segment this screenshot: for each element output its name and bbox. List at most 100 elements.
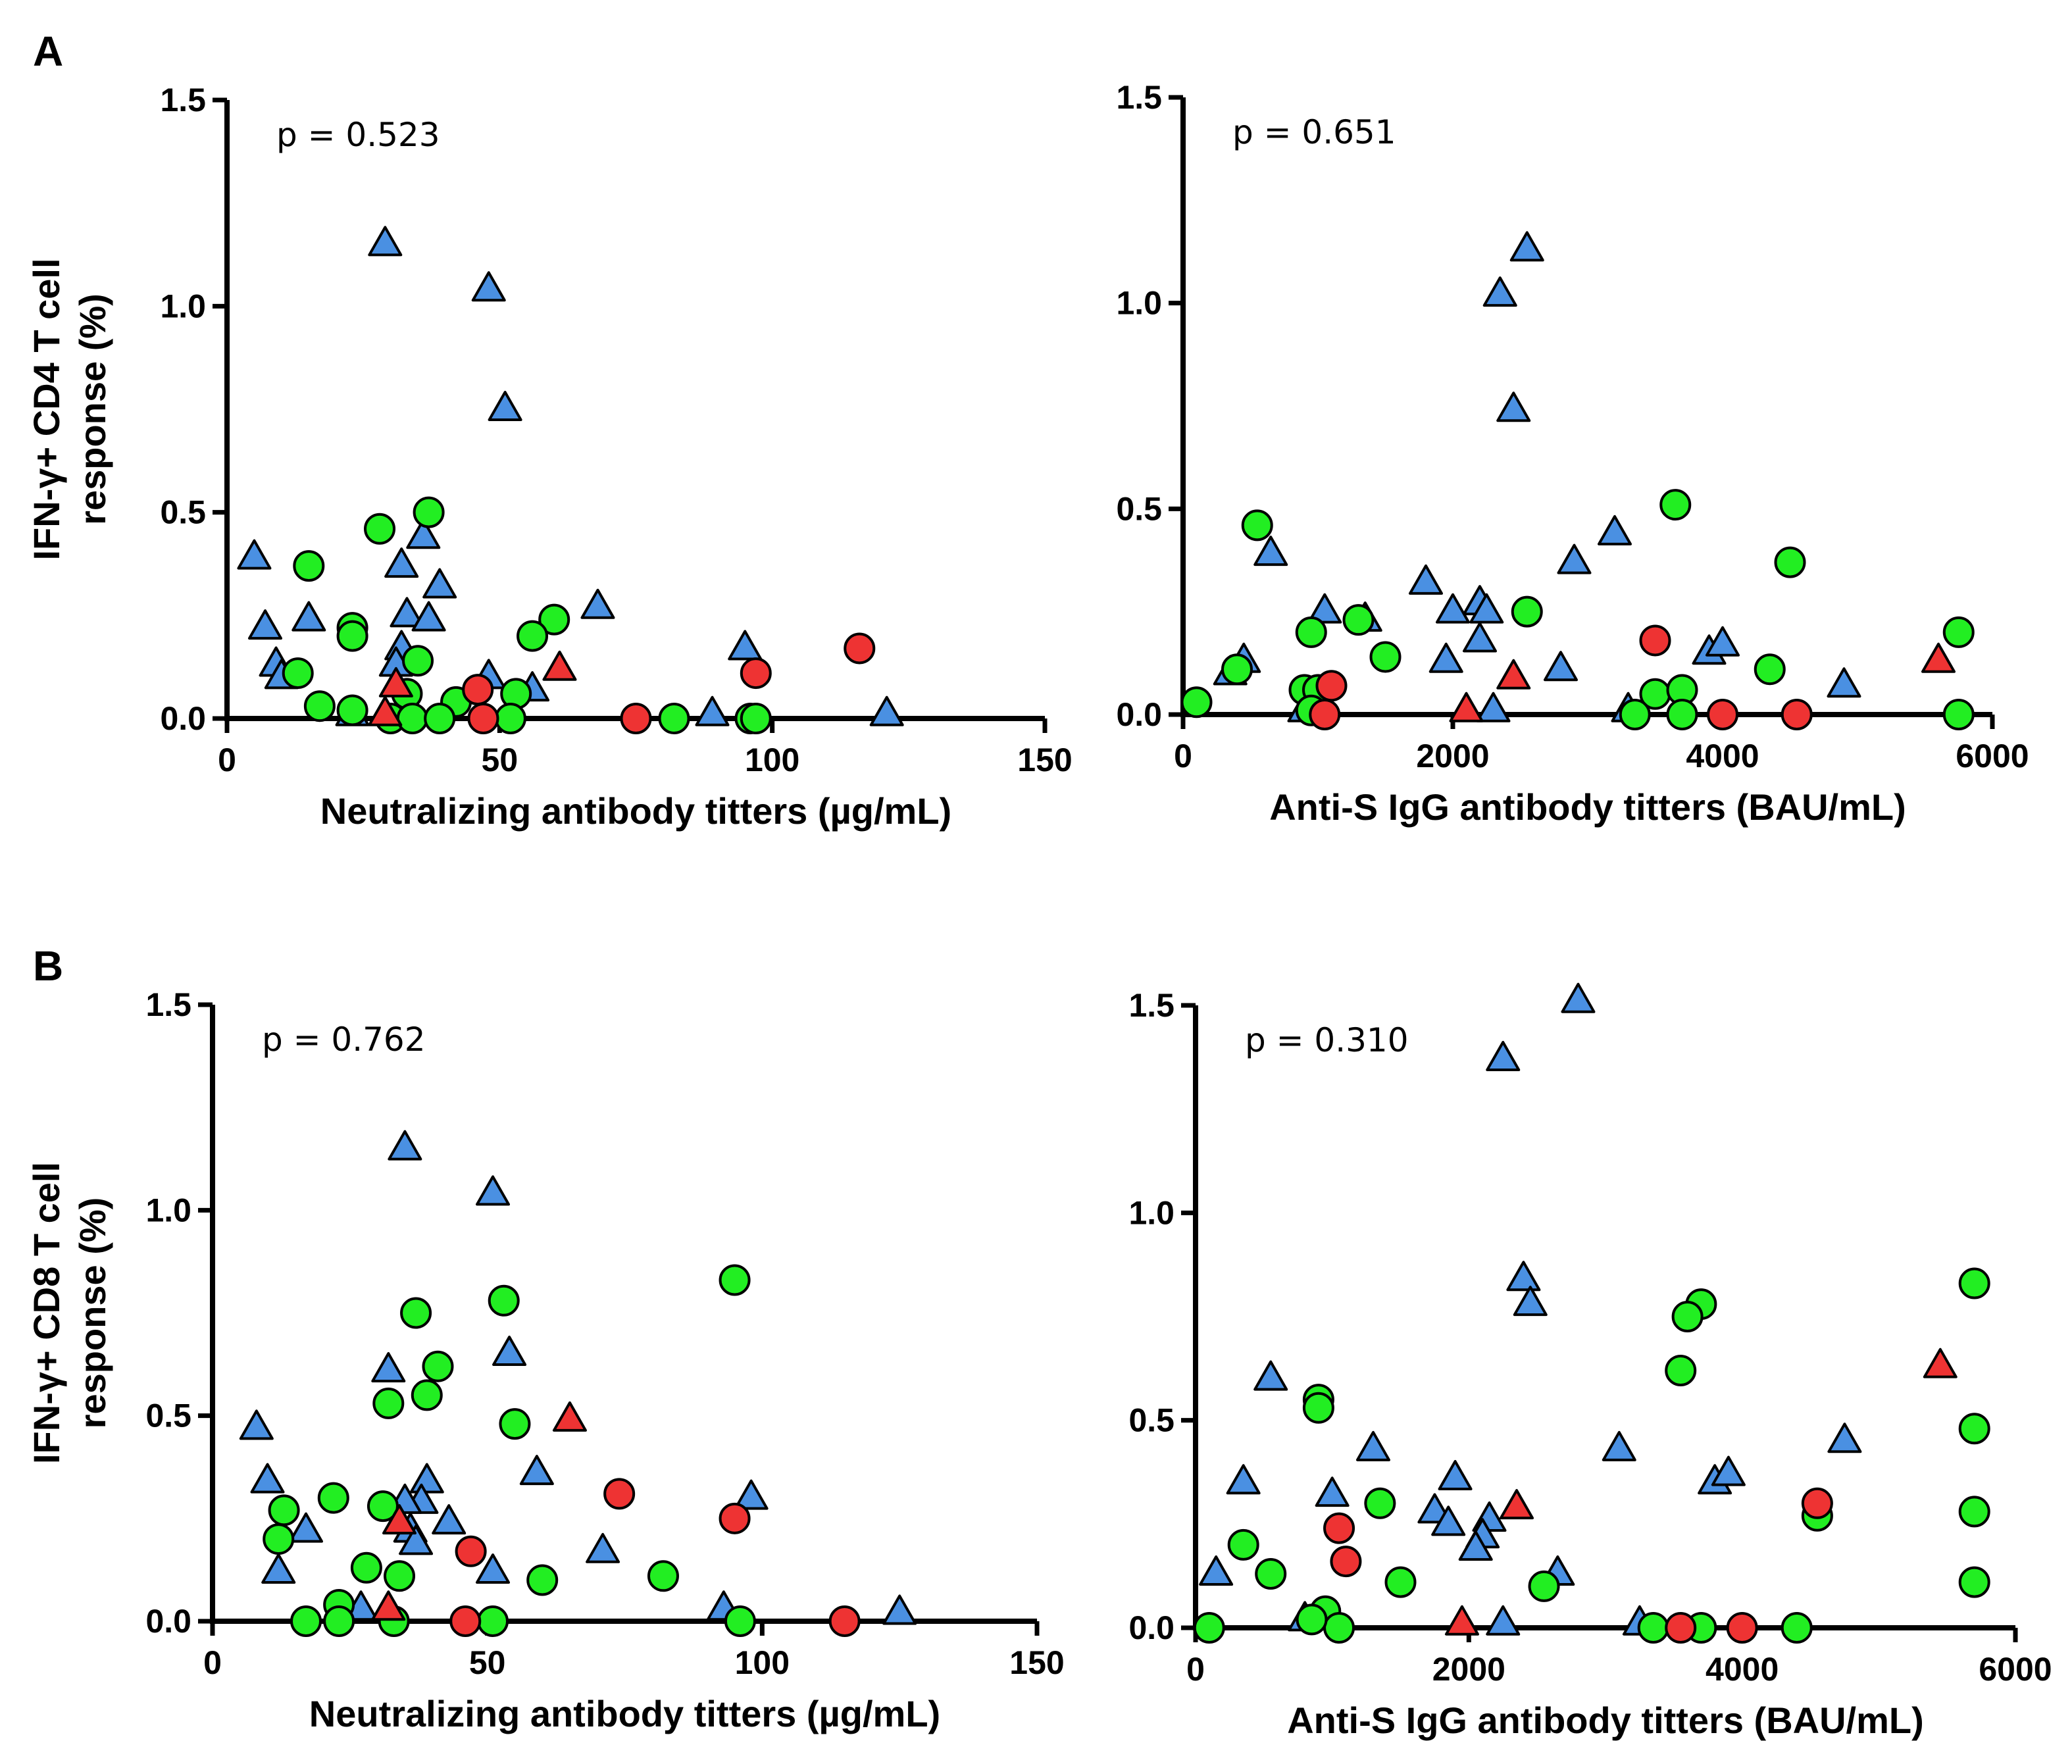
green-circle-point (366, 1490, 399, 1523)
red-triangle-point (1449, 692, 1484, 722)
green-circle-point (499, 1408, 531, 1440)
blue-triangle-point (239, 1409, 274, 1440)
red-circle-point (1707, 699, 1738, 730)
p-value-annotation: p = 0.310 (1245, 1021, 1409, 1059)
green-circle-point (1671, 1301, 1704, 1332)
blue-triangle-point (1506, 1261, 1541, 1292)
green-circle-point (1180, 686, 1213, 718)
green-circle-point (1958, 1566, 1990, 1598)
green-circle-point (1295, 616, 1327, 648)
blue-triangle-point (1315, 1476, 1350, 1507)
blue-triangle-point (728, 630, 763, 661)
blue-triangle-point (1458, 1530, 1493, 1561)
green-circle-point (719, 1264, 751, 1296)
green-circle-point (477, 1605, 509, 1637)
red-triangle-point (1500, 1489, 1534, 1520)
blue-triangle-point (371, 1351, 406, 1382)
p-value-annotation: p = 0.762 (262, 1021, 426, 1059)
red-circle-point (462, 674, 494, 706)
blue-triangle-point (476, 1175, 511, 1206)
green-circle-point (1958, 1496, 1990, 1528)
green-circle-point (336, 694, 368, 726)
green-circle-point (1296, 1603, 1328, 1636)
green-circle-point (517, 620, 549, 652)
green-circle-point (1193, 1612, 1225, 1644)
blue-triangle-point (1431, 1505, 1466, 1536)
blue-triangle-point (1486, 1605, 1521, 1636)
blue-triangle-point (1496, 391, 1531, 422)
y-axis-title-line2: response (%) (72, 293, 113, 525)
x-tick-label: 4000 (1686, 738, 1759, 774)
green-circle-point (1958, 1267, 1990, 1299)
red-circle-point (1323, 1512, 1355, 1544)
green-circle-point (1958, 1413, 1990, 1445)
x-axis-title: Neutralizing antibody titters (µg/mL) (320, 790, 951, 832)
green-circle-point (1302, 1392, 1334, 1424)
blue-triangle-point (869, 695, 904, 726)
blue-triangle-point (1598, 515, 1632, 545)
blue-triangle-point (492, 1335, 527, 1366)
red-circle-point (620, 703, 652, 734)
blue-triangle-point (261, 1553, 296, 1584)
blue-triangle-point (882, 1594, 917, 1625)
red-triangle-point (1496, 659, 1531, 690)
x-tick-label: 50 (482, 742, 518, 778)
green-circle-point (422, 1350, 454, 1382)
green-circle-point (413, 496, 445, 528)
y-tick-label: 1.5 (1116, 79, 1162, 116)
red-circle-point (844, 632, 876, 665)
red-circle-point (455, 1535, 487, 1567)
blue-triangle-point (1827, 667, 1861, 698)
blue-triangle-point (1513, 1286, 1548, 1317)
green-circle-point (1255, 1558, 1287, 1590)
y-tick-label: 0.0 (145, 1603, 191, 1640)
red-circle-point (467, 703, 499, 734)
x-tick-label: 150 (1017, 742, 1072, 778)
green-circle-point (1241, 509, 1273, 542)
blue-triangle-point (1476, 692, 1511, 722)
red-circle-point (1309, 699, 1341, 730)
y-tick-label: 0.0 (1128, 1609, 1175, 1646)
blue-triangle-point (1409, 564, 1443, 595)
blue-triangle-point (248, 609, 283, 640)
blue-triangle-point (422, 568, 457, 599)
p-value-annotation: p = 0.651 (1232, 113, 1396, 151)
x-tick-label: 0 (203, 1644, 222, 1681)
green-circle-point (1942, 616, 1975, 648)
green-circle-point (1227, 1528, 1259, 1561)
y-tick-label: 1.0 (1116, 285, 1162, 322)
blue-triangle-point (1561, 982, 1596, 1013)
chart-a-left: 0.0 0.5 1.0 1.5 0 50 100 150 Neutralizing antibo… (26, 82, 1073, 832)
blue-triangle-point (250, 1463, 285, 1494)
blue-triangle-point (411, 601, 446, 632)
red-circle-point (1781, 699, 1813, 730)
blue-triangle-point (368, 226, 403, 257)
blue-triangle-point (237, 539, 272, 570)
x-tick-label: 2000 (1432, 1651, 1505, 1688)
y-tick-label: 1.0 (1128, 1194, 1175, 1231)
blue-triangle-point (1544, 651, 1578, 682)
green-circle-point (1659, 489, 1692, 521)
y-tick-label: 1.0 (160, 288, 206, 324)
green-circle-point (1528, 1570, 1560, 1602)
green-circle-point (658, 703, 690, 734)
red-circle-point (1330, 1546, 1362, 1578)
y-tick-label: 1.5 (160, 82, 206, 118)
x-tick-label: 100 (735, 1644, 790, 1681)
blue-triangle-point (1226, 1464, 1261, 1495)
x-tick-label: 0 (218, 742, 236, 778)
red-triangle-point (1923, 1348, 1958, 1378)
chart-a-right: 0.0 0.5 1.0 1.5 0 2000 4000 6000 Anti-S IgG anti… (1116, 79, 2029, 828)
y-tick-label: 0.0 (1116, 696, 1162, 733)
red-circle-point (1639, 624, 1671, 657)
blue-triangle-point (1463, 622, 1497, 653)
red-triangle-point (371, 1590, 406, 1621)
red-triangle-point (368, 695, 403, 726)
x-tick-label: 6000 (1956, 738, 2029, 774)
red-triangle-point (552, 1401, 587, 1432)
blue-triangle-point (1253, 1360, 1288, 1391)
green-circle-point (1511, 595, 1543, 628)
red-triangle-point (542, 650, 577, 681)
p-value-annotation: p = 0.523 (276, 116, 440, 154)
